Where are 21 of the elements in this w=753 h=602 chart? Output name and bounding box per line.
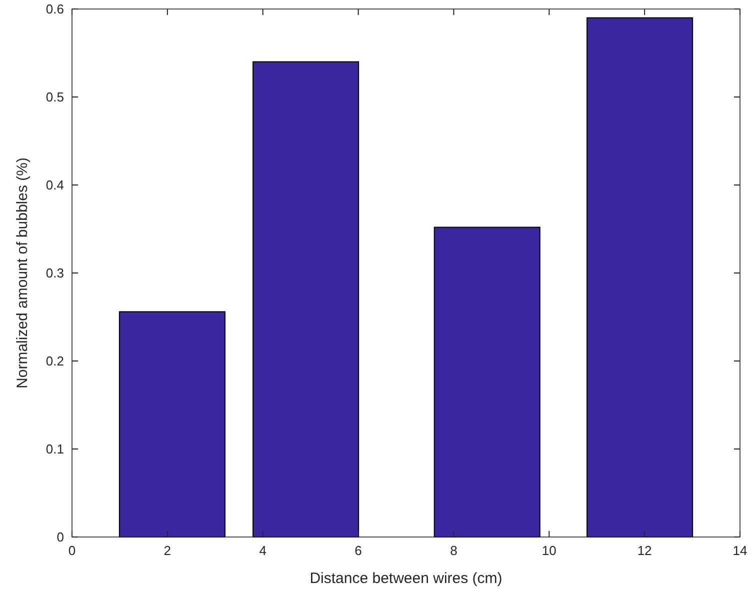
x-tick-label: 4: [259, 543, 266, 558]
x-tick-label: 6: [354, 543, 362, 558]
y-tick-label: 0: [56, 530, 64, 545]
bar: [252, 61, 360, 538]
y-tick-label: 0.5: [46, 90, 64, 105]
x-tick-label: 0: [68, 543, 76, 558]
x-tick-label: 2: [164, 543, 172, 558]
x-tick-label: 14: [732, 543, 748, 558]
bar: [118, 311, 226, 538]
x-tick-label: 10: [542, 543, 556, 558]
y-axis-title: Normalized amount of bubbles (%): [14, 158, 31, 388]
bar: [434, 226, 540, 538]
y-tick-label: 0.1: [46, 442, 64, 457]
y-tick-label: 0.2: [46, 354, 64, 369]
y-tick-label: 0.6: [46, 2, 64, 17]
x-tick-label: 12: [637, 543, 652, 558]
x-axis-title: Distance between wires (cm): [310, 570, 502, 587]
x-tick-label: 8: [450, 543, 458, 558]
y-tick-label: 0.3: [46, 266, 64, 281]
y-tick-label: 0.4: [46, 178, 64, 193]
bar: [586, 17, 694, 538]
